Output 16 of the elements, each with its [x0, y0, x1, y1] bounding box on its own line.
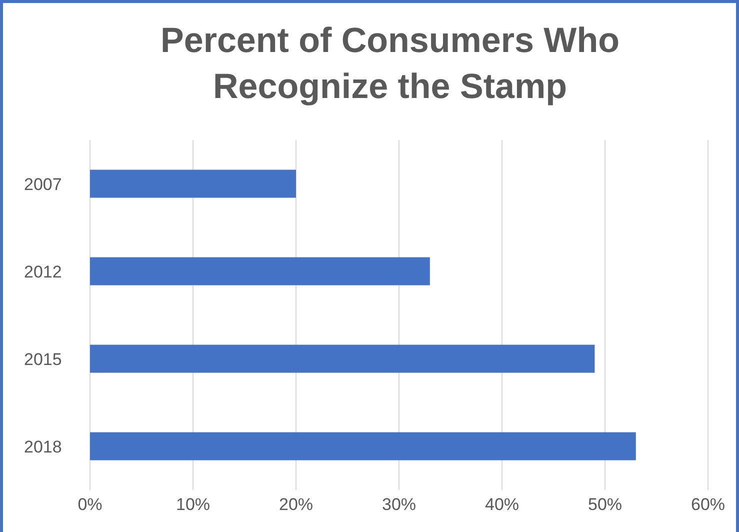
- y-tick-label: 2007: [24, 174, 62, 194]
- x-tick-label: 30%: [382, 495, 416, 514]
- bar: [90, 344, 595, 373]
- y-tick-label: 2015: [24, 350, 62, 369]
- bar: [90, 432, 636, 460]
- x-tick-label: 0%: [78, 495, 102, 514]
- bar: [90, 170, 296, 198]
- x-tick-label: 50%: [588, 495, 622, 514]
- y-tick-label: 2012: [24, 262, 62, 282]
- x-tick-label: 10%: [176, 495, 210, 514]
- bar: [90, 257, 430, 286]
- x-tick-label: 20%: [278, 495, 314, 514]
- chart-title: Percent of Consumers Who Recognize the Stamp: [160, 20, 620, 108]
- y-tick-label: 2018: [24, 437, 62, 456]
- x-tick-label: 60%: [690, 495, 726, 514]
- x-tick-label: 40%: [484, 495, 520, 514]
